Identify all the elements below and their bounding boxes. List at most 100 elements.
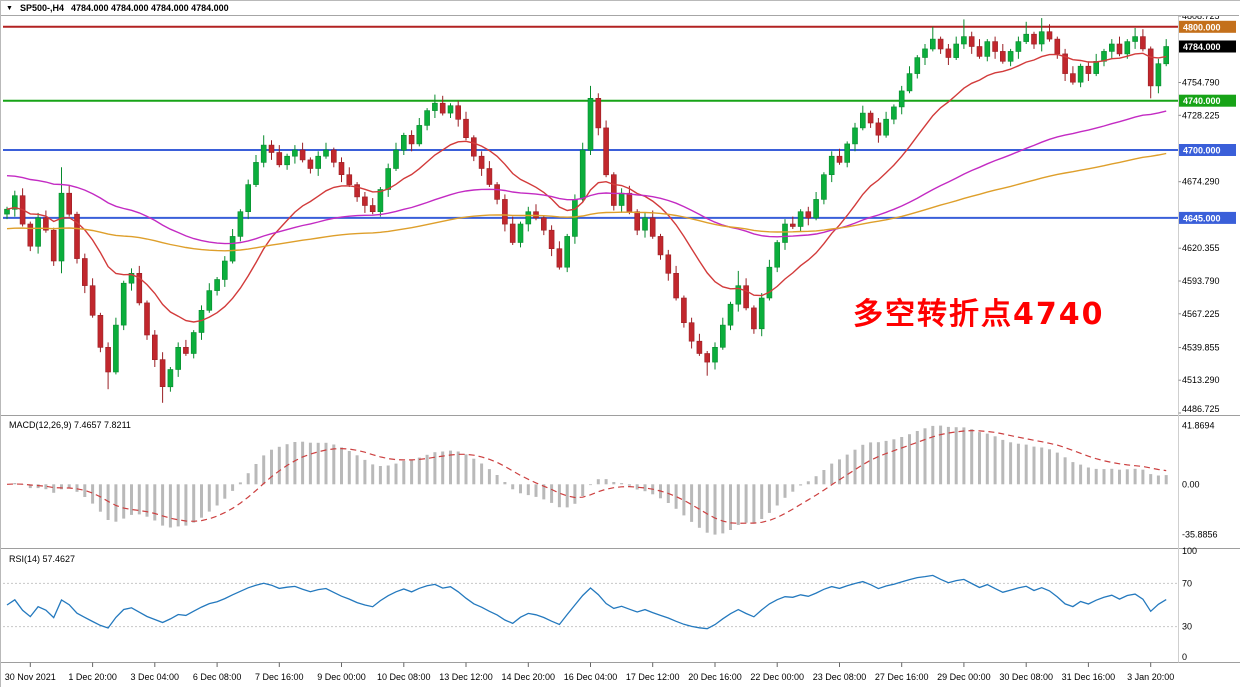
candle [439, 102, 446, 114]
candle [587, 98, 594, 151]
time-tick-label: 14 Dec 20:00 [502, 672, 556, 682]
candle [27, 223, 34, 247]
candle [548, 229, 555, 249]
price-axis-ticks[interactable]: 4808.725 4754.790 4728.225 4674.290 4620.355… [1178, 11, 1220, 414]
candle [346, 174, 353, 185]
candle [789, 223, 796, 227]
candle [572, 199, 578, 237]
candle [175, 346, 181, 370]
time-tick-label: 22 Dec 00:00 [750, 672, 804, 682]
candle [120, 282, 127, 326]
candle [595, 98, 602, 129]
candle [844, 143, 851, 163]
candle [937, 38, 944, 50]
candle [330, 149, 337, 163]
candle [66, 192, 72, 215]
candle [1132, 36, 1138, 42]
time-tick-label: 23 Dec 08:00 [813, 672, 867, 682]
candle [494, 184, 500, 200]
candle [50, 229, 57, 262]
time-tick-label: 13 Dec 12:00 [439, 672, 493, 682]
time-tick-label: 6 Dec 08:00 [193, 672, 242, 682]
time-tick-label: 31 Dec 16:00 [1062, 672, 1116, 682]
candle [704, 353, 711, 363]
candle [992, 41, 998, 52]
candle [214, 279, 220, 291]
candle [1015, 41, 1022, 52]
candle [253, 162, 259, 185]
candle [540, 217, 547, 231]
candle [610, 174, 617, 206]
candle [922, 48, 928, 58]
candle [1077, 65, 1084, 83]
candle [35, 217, 41, 247]
time-tick-label: 27 Dec 16:00 [875, 672, 929, 682]
candle [774, 242, 781, 268]
price-label-box-4800.000 [1179, 20, 1236, 33]
candle [1140, 36, 1146, 50]
candle [1085, 65, 1092, 74]
rsi-line [6, 574, 1167, 630]
candle [533, 211, 539, 219]
candle [299, 149, 306, 161]
candle [1038, 31, 1045, 45]
candle [502, 199, 508, 225]
candle [898, 90, 905, 108]
candle [393, 149, 399, 169]
price-label-box-4645.000 [1179, 211, 1236, 224]
candle [486, 168, 493, 185]
candle [82, 258, 88, 286]
macd-tick-label: 0.00 [1182, 479, 1200, 489]
candle [914, 57, 921, 74]
candle [688, 322, 695, 342]
candle [999, 51, 1006, 62]
time-tick-label: 10 Dec 08:00 [377, 672, 431, 682]
candle [424, 110, 430, 126]
candle [797, 211, 804, 227]
candle [758, 297, 765, 330]
candle [354, 184, 360, 198]
candle [953, 43, 960, 58]
candle [12, 195, 18, 210]
candle [1124, 41, 1131, 55]
candle [657, 236, 664, 256]
price-tick-label: 4808.725 [1182, 11, 1220, 21]
collapse-triangle-icon[interactable]: ▼ [6, 4, 13, 12]
candle [961, 36, 967, 45]
price-label-text: 4784.000 [1183, 42, 1221, 52]
candle [883, 118, 889, 136]
candle [292, 149, 298, 157]
candle [681, 297, 687, 324]
candle [813, 199, 819, 219]
candle [735, 285, 742, 305]
candle [766, 266, 773, 299]
rsi-tick-label: 70 [1182, 578, 1192, 588]
price-tick-label: 4754.790 [1182, 78, 1220, 88]
time-tick-label: 29 Dec 00:00 [937, 672, 991, 682]
symbol-timeframe-label: SP500-,H4 [19, 3, 64, 13]
time-axis[interactable]: 30 Nov 2021 1 Dec 20:00 3 Dec 04:00 6 Dec 0… [5, 662, 1174, 683]
candle [1031, 33, 1037, 45]
candle [1093, 60, 1099, 74]
time-tick-label: 17 Dec 12:00 [626, 672, 680, 682]
candle [743, 285, 749, 309]
candle [673, 272, 679, 299]
candle [369, 205, 376, 212]
chart-topbar: ▼ SP500-,H4 4784.000 4784.000 4784.000 4… [1, 1, 1239, 16]
ma-line-fast [6, 52, 1167, 323]
candle [89, 285, 96, 316]
candle [105, 346, 111, 373]
price-label-text: 4645.000 [1183, 213, 1221, 223]
candle [74, 213, 80, 259]
time-tick-label: 16 Dec 04:00 [564, 672, 618, 682]
candle [43, 217, 49, 231]
candle [945, 48, 952, 58]
candle [159, 359, 166, 388]
candle [183, 346, 189, 354]
candle [362, 196, 368, 206]
rsi-tick-label: 30 [1182, 622, 1192, 632]
candle [696, 340, 703, 354]
